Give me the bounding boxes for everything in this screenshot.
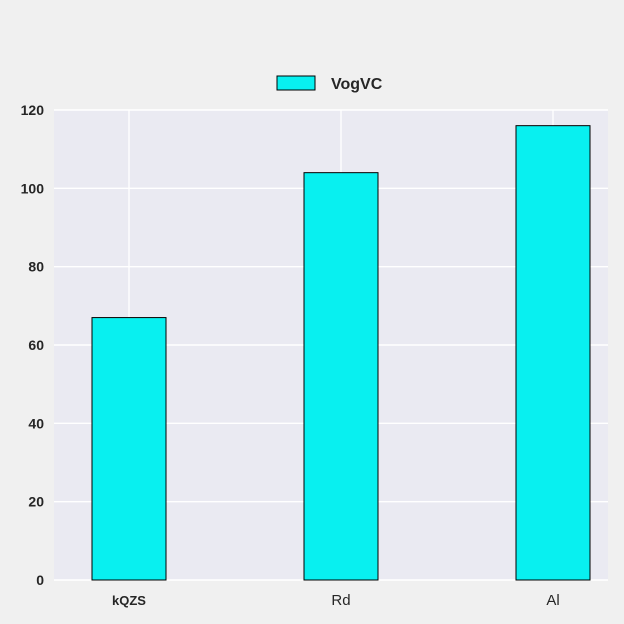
bar-rd [303,172,379,581]
y-tick-label: 0 [36,572,44,588]
bars [91,125,591,581]
x-tick-label: kQZS [112,593,146,608]
x-tick-label: Rd [331,592,350,609]
y-tick-label: 100 [21,180,45,196]
y-tick-label: 120 [21,102,45,118]
y-tick-label: 40 [28,415,44,431]
y-tick-label: 80 [28,259,44,275]
bar-kqzs [91,317,167,581]
legend-label: VogVC [331,76,383,93]
legend: VogVC [276,75,383,93]
y-tick-label: 20 [28,494,44,510]
bar-al [515,125,591,581]
y-axis: 0 20 40 60 80 100 120 [21,102,45,588]
legend-swatch [276,75,316,91]
x-tick-label: Al [546,592,559,609]
x-axis: kQZS Rd Al [112,592,560,609]
y-tick-label: 60 [28,337,44,353]
